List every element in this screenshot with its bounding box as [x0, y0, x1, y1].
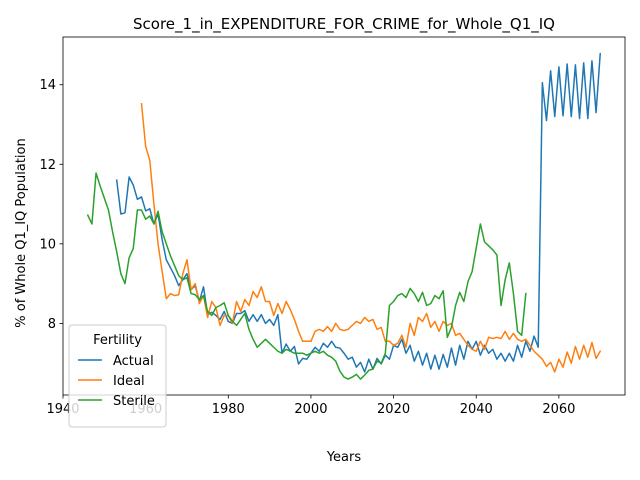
x-tick-label: 2060: [542, 402, 575, 417]
legend-items: Actual Ideal Sterile: [78, 354, 155, 409]
legend-label-sterile: Sterile: [113, 394, 155, 409]
x-tick-label: 2040: [460, 402, 493, 417]
series-line-ideal: [140, 103, 602, 373]
y-axis: 8 10 12 14: [39, 78, 63, 332]
chart-title: Score_1_in_EXPENDITURE_FOR_CRIME_for_Who…: [133, 15, 555, 34]
y-tick-label: 8: [48, 317, 56, 332]
series-line-sterile: [86, 172, 527, 380]
y-tick-label: 12: [39, 158, 56, 173]
x-tick-label: 1980: [212, 402, 245, 417]
legend: Fertility Actual Ideal Sterile: [68, 324, 167, 428]
x-tick-label: 2020: [377, 402, 410, 417]
y-tick-label: 14: [39, 78, 56, 93]
legend-box: [68, 324, 167, 428]
series-layer: [86, 52, 602, 380]
plot-frame: [62, 36, 626, 396]
legend-title: Fertility: [93, 333, 142, 348]
y-axis-label: % of Whole Q1_IQ Population: [14, 138, 29, 327]
legend-label-ideal: Ideal: [113, 374, 145, 389]
x-axis-label: Years: [326, 450, 362, 465]
x-tick-label: 2000: [294, 402, 327, 417]
y-tick-label: 10: [39, 237, 56, 252]
legend-label-actual: Actual: [113, 354, 154, 369]
